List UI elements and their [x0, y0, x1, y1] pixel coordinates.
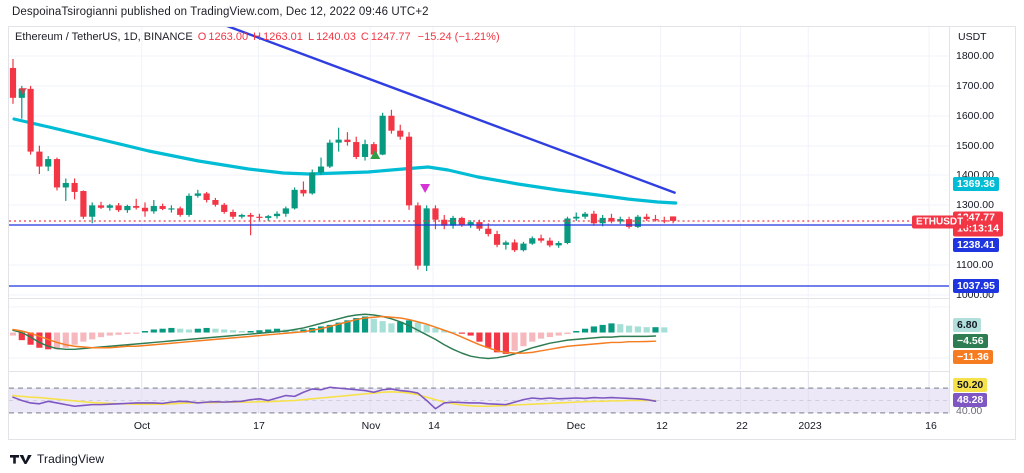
stoch-k-badge: 50.20	[953, 378, 988, 392]
legend-close-label: C	[360, 31, 369, 43]
legend-low-value: 1240.03	[316, 31, 356, 43]
symbol-price-tag: ETHUSDT	[912, 215, 968, 229]
ema-badge-value: 1369.36	[957, 178, 995, 190]
support-badge-value: 1037.95	[957, 280, 995, 292]
macd-hist-badge: 6.80	[953, 318, 982, 332]
price-plot	[9, 27, 949, 297]
stochastic-pane[interactable]	[9, 371, 949, 427]
tradingview-footer[interactable]: TradingView	[10, 452, 104, 466]
legend-high-value: 1263.01	[263, 31, 303, 43]
tradingview-logo-icon	[10, 454, 32, 464]
stoch-d-badge: 48.28	[953, 393, 988, 407]
last-price-badge-value: 1247.77	[957, 211, 995, 224]
price-tick: 1500.00	[956, 140, 994, 152]
legend-open-value: 1263.00	[208, 31, 249, 43]
price-pane[interactable]	[9, 27, 949, 297]
price-scale-unit: USDT	[958, 31, 987, 43]
chart-frame: Ethereum / TetherUS, 1D, BINANCE O 1263.0…	[8, 26, 1016, 440]
time-label: 22	[736, 420, 748, 432]
time-scale[interactable]: Oct 17 Nov 14 Dec 12 22 2023 16	[8, 414, 1016, 440]
price-tick: 1300.00	[956, 199, 994, 211]
legend-change: −15.24 (−1.21%)	[417, 31, 500, 43]
macd-line-badge-value: −4.56	[957, 335, 984, 347]
stoch-d-badge-value: 48.28	[957, 394, 984, 406]
tradingview-brand: TradingView	[37, 452, 105, 466]
macd-line-badge: −4.56	[953, 334, 988, 348]
macd-pane[interactable]	[9, 298, 949, 370]
time-label: 12	[656, 420, 668, 432]
legend-low-label: L	[307, 31, 315, 43]
symbol-legend[interactable]: Ethereum / TetherUS, 1D, BINANCE O 1263.0…	[15, 31, 500, 43]
time-label: Nov	[361, 420, 381, 432]
last-price-badge-countdown: 16:13:14	[957, 222, 1000, 235]
time-label: 17	[253, 420, 265, 432]
price-tick: 1700.00	[956, 80, 994, 92]
time-label: 2023	[798, 420, 822, 432]
legend-high-label: H	[253, 31, 262, 43]
price-scale[interactable]: USDT 1800.00 1700.00 1600.00 1500.00 1400.00…	[949, 27, 1015, 439]
legend-symbol: Ethereum / TetherUS, 1D, BINANCE	[15, 31, 193, 43]
macd-hist-badge-value: 6.80	[957, 319, 978, 331]
ema-badge: 1369.36	[953, 177, 999, 191]
macd-signal-badge-value: −11.36	[957, 351, 989, 363]
legend-open-label: O	[197, 31, 207, 43]
time-label: 16	[925, 420, 937, 432]
macd-signal-badge: −11.36	[953, 350, 993, 364]
price-tick: 1100.00	[956, 259, 994, 271]
macd-plot	[9, 299, 949, 370]
level-badge-value: 1238.41	[957, 239, 995, 251]
stoch-k-badge-value: 50.20	[957, 379, 984, 391]
time-label: Oct	[133, 420, 151, 432]
time-label: Dec	[566, 420, 586, 432]
support-badge: 1037.95	[953, 279, 999, 293]
legend-close-value: 1247.77	[370, 31, 411, 43]
stochastic-plot	[9, 372, 949, 427]
level-badge: 1238.41	[953, 238, 999, 252]
attribution-text: DespoinaTsirogianni published on Trading…	[12, 6, 429, 18]
price-tick: 1800.00	[956, 50, 994, 62]
time-label: 14	[428, 420, 440, 432]
price-tick: 1600.00	[956, 110, 994, 122]
